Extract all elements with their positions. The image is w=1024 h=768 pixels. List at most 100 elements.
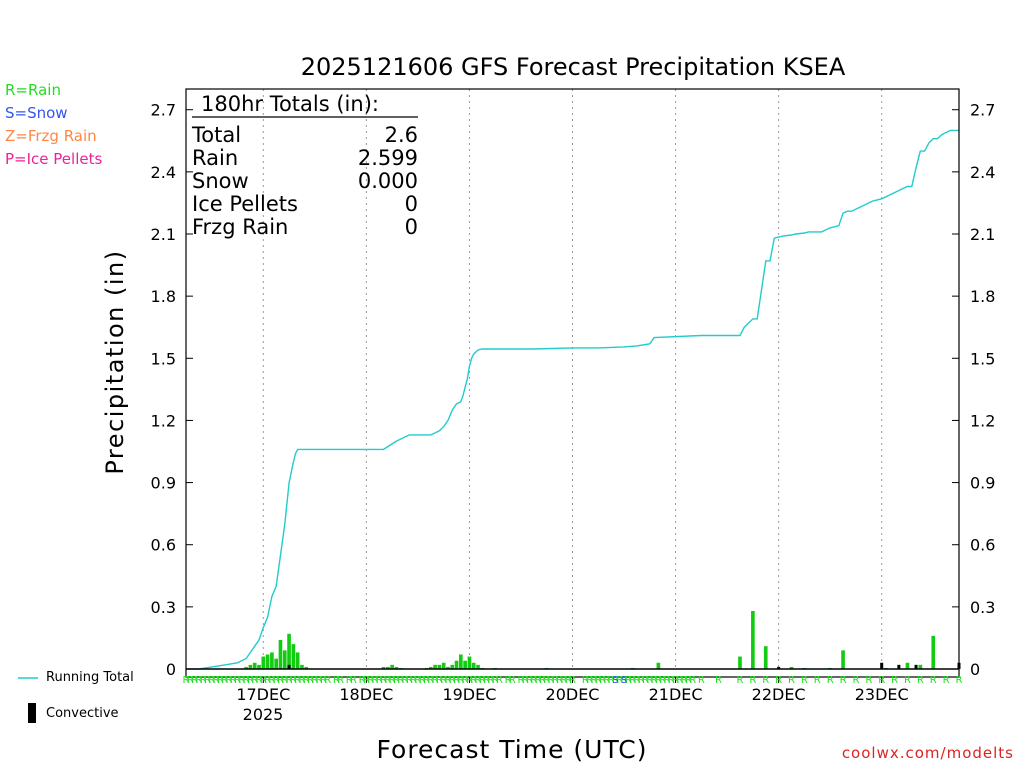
rain-marker: R	[243, 675, 250, 686]
precip-bar	[454, 660, 459, 669]
rain-marker: R	[380, 675, 387, 686]
rain-marker: R	[337, 675, 344, 686]
rain-marker: R	[865, 675, 872, 686]
vertical-gridlines	[262, 89, 883, 669]
rain-marker: R	[200, 675, 207, 686]
rain-marker: R	[371, 675, 378, 686]
precip-bar	[918, 664, 923, 669]
y-axis-label: Precipitation (in)	[101, 249, 129, 474]
rain-marker: R	[419, 675, 426, 686]
precip-bar	[270, 652, 274, 669]
site-credit: coolwx.com/modelts	[841, 744, 1014, 762]
ice-pellets-label: Ice Pellets	[192, 192, 298, 216]
precip-bar	[789, 666, 794, 669]
rain-marker: R	[457, 675, 464, 686]
y-tick-label-left-0.6: 0.6	[151, 536, 176, 555]
rain-marker: R	[213, 675, 220, 686]
precip-bar	[291, 644, 296, 669]
x-tick-label-18DEC: 18DEC	[339, 685, 393, 704]
y-tick-label-left-2.1: 2.1	[151, 225, 176, 244]
precip-bar	[763, 646, 768, 669]
rain-marker: R	[672, 675, 679, 686]
rain-marker: R	[436, 675, 443, 686]
rain-marker: R	[247, 675, 254, 686]
running-total-line	[186, 129, 959, 670]
y-tick-label-right-1.8: 1.8	[970, 287, 995, 306]
rain-marker: R	[230, 675, 237, 686]
rain-marker: R	[453, 675, 460, 686]
rain-marker: R	[298, 675, 305, 686]
rain-marker: R	[311, 675, 318, 686]
precip-bars	[244, 611, 936, 669]
rain-marker: R	[470, 675, 477, 686]
rain-marker: R	[350, 675, 357, 686]
rain-marker: R	[410, 675, 417, 686]
rain-marker: R	[608, 675, 615, 686]
rain-marker: R	[651, 675, 658, 686]
frzg-rain-value: 0	[405, 215, 418, 239]
rain-marker: R	[599, 675, 606, 686]
rain-marker: R	[423, 675, 430, 686]
precip-bar	[841, 650, 845, 669]
convective-legend-swatch	[28, 703, 36, 723]
precip-bar	[295, 652, 300, 669]
precip-bar	[381, 666, 386, 669]
y-tick-label-left-0.3: 0.3	[151, 598, 176, 617]
rain-marker: R	[432, 675, 439, 686]
rain-marker: R	[238, 675, 245, 686]
precip-bar	[905, 662, 910, 669]
precip-bar	[738, 656, 742, 669]
rain-marker: R	[487, 675, 494, 686]
convective-bar	[777, 666, 781, 669]
rain-marker: R	[414, 675, 421, 686]
precip-bar	[471, 662, 476, 669]
y-tick-label-right-0.9: 0.9	[970, 474, 995, 493]
precip-bar	[257, 664, 261, 669]
convective-bar	[880, 662, 884, 669]
rain-marker: R	[251, 675, 258, 686]
rain-marker: R	[556, 675, 563, 686]
rain-marker: R	[191, 675, 198, 686]
precip-bar	[252, 662, 257, 669]
legend-convective-label: Convective	[46, 706, 119, 721]
rain-marker: R	[530, 675, 537, 686]
y-tick-label-right-2.7: 2.7	[970, 101, 995, 120]
precip-bar	[459, 654, 463, 669]
rain-marker: R	[659, 675, 666, 686]
rain-marker: R	[852, 675, 859, 686]
rain-marker: R	[307, 675, 314, 686]
rain-marker: R	[664, 675, 671, 686]
rain-marker: R	[668, 675, 675, 686]
rain-marker: R	[638, 675, 645, 686]
rain-marker: R	[264, 675, 271, 686]
rain-marker: R	[676, 675, 683, 686]
rain-marker: R	[616, 675, 623, 686]
precip-bar	[437, 664, 442, 669]
rain-marker: R	[462, 675, 469, 686]
rain-marker: R	[698, 675, 705, 686]
rain-marker: R	[715, 675, 722, 686]
rain-marker: R	[590, 675, 597, 686]
y-axes: 0 00.3 0.30.6 0.60.9 0.91.2 1.21.5 1.51.8 1.82.…	[151, 101, 996, 679]
rain-marker: R	[930, 675, 937, 686]
rain-value: 2.599	[358, 146, 418, 170]
snow-value: 0.000	[358, 169, 418, 193]
rain-marker: R	[268, 675, 275, 686]
convective-bar	[287, 664, 291, 669]
y-tick-label-left-0.9: 0.9	[151, 474, 176, 493]
rain-marker: R	[303, 675, 310, 686]
rain-marker: R	[569, 675, 576, 686]
snow-label: Snow	[192, 169, 249, 193]
rain-marker: R	[878, 675, 885, 686]
rain-marker: R	[621, 675, 628, 686]
frzg-rain-label: Frzg Rain	[192, 215, 288, 239]
rain-marker: R	[603, 675, 610, 686]
rain-marker: R	[449, 675, 456, 686]
precip-bar	[433, 664, 437, 669]
rain-marker: R	[891, 675, 898, 686]
legend-frzg-rain: Z=Frzg Rain	[5, 127, 97, 145]
rain-marker: R	[492, 675, 499, 686]
rain-marker: R	[496, 675, 503, 686]
